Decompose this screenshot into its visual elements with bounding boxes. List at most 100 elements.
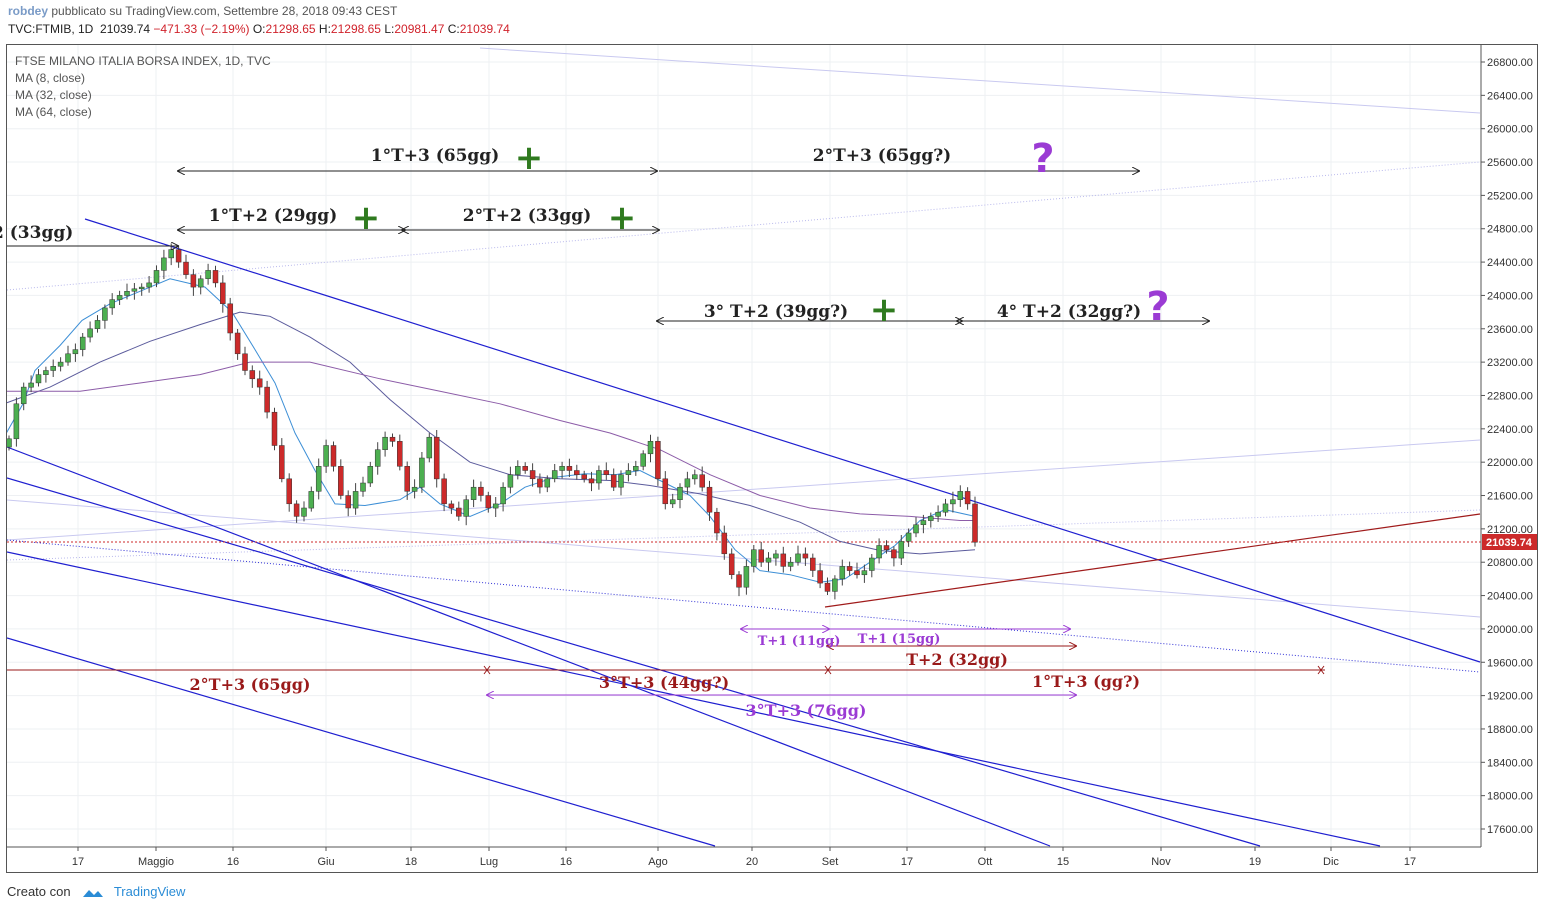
legend-title[interactable]: FTSE MILANO ITALIA BORSA INDEX, 1D, TVC — [15, 54, 271, 68]
candle-body — [662, 478, 669, 505]
candle-body — [773, 553, 779, 559]
channel-line-1[interactable] — [84, 218, 1481, 663]
drawings-layer — [7, 47, 1481, 847]
candle-body — [869, 557, 875, 571]
candle-body — [330, 445, 337, 467]
candle-body — [802, 553, 809, 559]
candle-body — [212, 270, 219, 284]
annotation-label: T+1 (15gg) — [858, 632, 941, 647]
candle-body — [35, 374, 42, 384]
plus-icon: + — [608, 198, 637, 238]
candle-body — [810, 557, 816, 571]
candle-body — [146, 282, 152, 288]
price-tick-label: 19600.00 — [1487, 657, 1533, 669]
candle-body — [168, 249, 174, 259]
candle-body — [928, 516, 934, 521]
time-tick-label: 15 — [1057, 856, 1069, 868]
candle-body — [485, 495, 492, 509]
grid-lines — [7, 45, 1481, 847]
legend-ma64[interactable]: MA (64, close) — [15, 105, 92, 119]
candle-body — [625, 470, 632, 475]
close-value: 21039.74 — [459, 22, 510, 36]
candle-body — [124, 291, 130, 296]
candle-body — [529, 470, 536, 480]
price-axis[interactable]: 26800.00 26400.00 26000.00 25600.00 25200.00… — [1480, 45, 1533, 847]
price-tick-label: 23600.00 — [1487, 324, 1533, 336]
candle-body — [153, 270, 160, 284]
candle-body — [360, 482, 366, 492]
candle-body — [500, 486, 506, 505]
blue-dotted-trendline[interactable] — [7, 539, 1481, 673]
candle-body — [323, 445, 329, 467]
time-axis[interactable]: 17 Maggio 16 Giu 18 Lug 16 Ago 20 Set 17 Ott 15 Nov 19… — [7, 846, 1481, 868]
time-tick-label: 18 — [405, 856, 417, 868]
candle-body — [950, 499, 956, 505]
annotation-label: 3° T+2 (39gg?) — [704, 302, 848, 322]
candle-body — [478, 486, 484, 496]
annotation-label: 4° T+2 (32gg?) — [997, 302, 1141, 322]
legend-ma8[interactable]: MA (8, close) — [15, 71, 86, 85]
candle-body — [692, 474, 698, 480]
candle-body — [618, 474, 624, 488]
candle-body — [588, 478, 595, 484]
candle-body — [72, 349, 79, 355]
candle-body — [935, 511, 941, 517]
time-tick-label: Set — [822, 856, 839, 868]
channel-line-4[interactable] — [7, 551, 1381, 847]
candle-body — [87, 328, 93, 338]
candle-body — [507, 474, 514, 488]
ma-line-3[interactable] — [4, 361, 975, 521]
candle-body — [397, 441, 403, 467]
price-tick-label: 18800.00 — [1487, 724, 1533, 736]
candle-body — [677, 486, 683, 500]
annotation-label: 1°T+3 (65gg) — [371, 146, 500, 166]
faint-trendline-lower[interactable] — [7, 499, 1481, 618]
channel-line-3[interactable] — [7, 477, 1261, 847]
legend-ma32[interactable]: MA (32, close) — [15, 88, 92, 102]
candle-body — [551, 470, 558, 480]
time-tick-label: Ott — [978, 856, 993, 868]
candle-body — [131, 288, 138, 292]
price-tick-label: 20000.00 — [1487, 624, 1533, 636]
cycle-ticks — [483, 665, 1325, 675]
last-price: 21039.74 — [100, 22, 151, 36]
price-tick-label: 18400.00 — [1487, 757, 1533, 769]
quote-line: TVC:FTMIB, 1D 21039.74 −471.33 (−2.19%) … — [8, 22, 510, 36]
candlesticks — [7, 243, 978, 600]
ma-line-2[interactable] — [4, 311, 976, 555]
candle-body — [699, 474, 705, 488]
price-tick-label: 24400.00 — [1487, 257, 1533, 269]
candle-body — [426, 436, 433, 459]
candle-body — [411, 486, 418, 492]
price-tick-label: 26400.00 — [1487, 90, 1533, 102]
author-link[interactable]: robdey — [8, 4, 49, 18]
candle-body — [854, 570, 860, 576]
time-tick-label: 17 — [1404, 856, 1416, 868]
candle-body — [227, 303, 233, 334]
candle-body — [79, 336, 86, 350]
symbol-label: TVC:FTMIB, 1D — [8, 22, 94, 36]
tradingview-link[interactable]: TradingView — [113, 884, 186, 899]
candle-body — [758, 549, 764, 563]
faint-trendline-top[interactable] — [479, 47, 1481, 114]
price-tick-label: 23200.00 — [1487, 357, 1533, 369]
faint-trendline-mid[interactable] — [7, 439, 1481, 541]
open-label: O: — [252, 22, 266, 36]
candle-body — [883, 545, 890, 550]
candle-body — [382, 436, 388, 450]
question-icon: ? — [1031, 136, 1054, 182]
price-tick-label: 22800.00 — [1487, 390, 1533, 402]
annotation-label: 2°T+3 (65gg) — [190, 675, 311, 694]
low-label: L: — [384, 22, 395, 36]
channel-line-2[interactable] — [7, 446, 1051, 847]
channel-line-5[interactable] — [7, 637, 716, 847]
faint-dotted-trendline-upper[interactable] — [7, 161, 1481, 291]
chart-frame[interactable] — [6, 44, 1538, 873]
price-tick-label: 22000.00 — [1487, 457, 1533, 469]
high-value: 21298.65 — [330, 22, 381, 36]
rising-support-line[interactable] — [824, 513, 1481, 608]
candle-body — [374, 449, 381, 467]
candle-body — [256, 378, 263, 388]
time-tick-label: Lug — [480, 856, 498, 868]
